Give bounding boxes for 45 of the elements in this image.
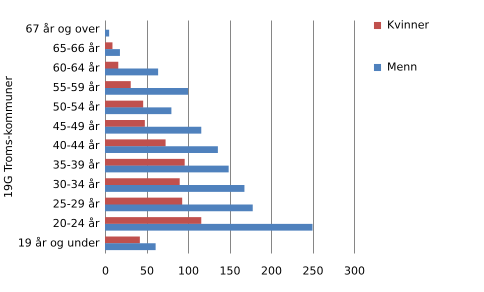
bar: [105, 243, 156, 250]
legend-label: Kvinner: [387, 18, 430, 32]
bar: [105, 126, 202, 134]
x-tick-label: 200: [261, 264, 282, 278]
bar: [105, 236, 140, 244]
y-tick-label: 40-44 år: [52, 139, 100, 152]
bar: [105, 198, 182, 204]
y-tick-label: 20-24 år: [52, 216, 100, 230]
bar: [105, 146, 218, 154]
y-tick-label: 45-49 år: [52, 120, 100, 133]
bar: [105, 88, 188, 95]
x-tick-label: 150: [220, 264, 240, 278]
bar: [105, 62, 118, 69]
bar: [105, 185, 244, 192]
bar: [105, 224, 312, 231]
x-tick-label: 100: [178, 264, 199, 278]
y-tick-label: 65-66 år: [52, 42, 100, 56]
bar: [105, 42, 112, 50]
y-tick-label: 19 år og under: [18, 236, 100, 250]
y-tick-label: 67 år og over: [26, 22, 100, 36]
bar: [105, 68, 158, 76]
x-tick-label: 0: [102, 264, 109, 278]
x-tick-label: 250: [302, 264, 324, 278]
bar: [105, 30, 110, 37]
bar: [105, 178, 180, 186]
bar: [105, 120, 145, 127]
bar: [105, 100, 144, 108]
y-tick-label: 55-59 år: [52, 80, 100, 94]
x-tick-label: 300: [344, 264, 365, 278]
bar: [105, 166, 229, 172]
y-tick-label: 25-29 år: [52, 197, 100, 210]
x-tick-label: 50: [140, 264, 154, 278]
y-tick-label: 60-64 år: [52, 62, 100, 75]
bar: [105, 204, 253, 212]
legend-label: Menn: [387, 60, 418, 74]
bar: [105, 107, 172, 114]
y-tick-label: 35-39 år: [52, 158, 100, 172]
bar: [105, 139, 166, 146]
y-tick-label: 30-34 år: [52, 178, 100, 192]
bar: [105, 49, 120, 56]
y-axis-title: 19G Troms-kommuner: [2, 76, 15, 198]
bar: [105, 158, 185, 166]
bar: [105, 217, 202, 224]
y-tick-label: 50-54 år: [52, 100, 100, 114]
bar: [105, 81, 131, 88]
